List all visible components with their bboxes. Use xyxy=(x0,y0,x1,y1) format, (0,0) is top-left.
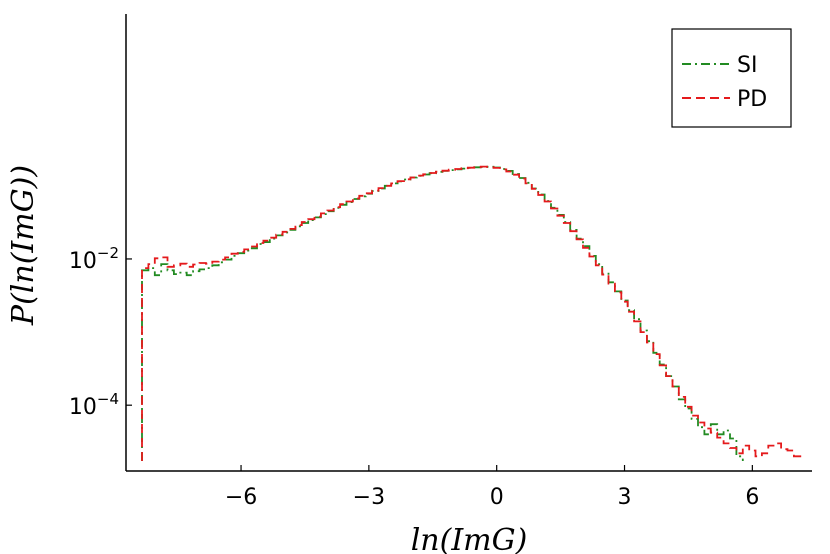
x-tick-label: 6 xyxy=(745,485,759,510)
legend-label-pd: PD xyxy=(737,87,767,112)
x-tick-label: −3 xyxy=(353,485,385,510)
x-tick-label: 0 xyxy=(490,485,504,510)
y-tick-label: 10−2 xyxy=(69,244,119,274)
x-ticks: −6 −3 0 3 6 xyxy=(225,465,759,510)
x-tick-label: −6 xyxy=(225,485,257,510)
series-si-line xyxy=(141,165,744,461)
legend-label-si: SI xyxy=(737,53,757,78)
plot-lines xyxy=(141,165,802,461)
series-pd-line xyxy=(141,165,802,461)
x-axis-title: ln(ImG) xyxy=(411,523,528,554)
y-axis-title: P(ln(ImG)) xyxy=(6,165,41,326)
x-tick-label: 3 xyxy=(618,485,632,510)
legend: SI PD xyxy=(671,28,792,128)
y-ticks: 10−2 10−4 xyxy=(69,244,132,420)
legend-box xyxy=(671,28,792,128)
y-tick-label: 10−4 xyxy=(69,390,119,420)
